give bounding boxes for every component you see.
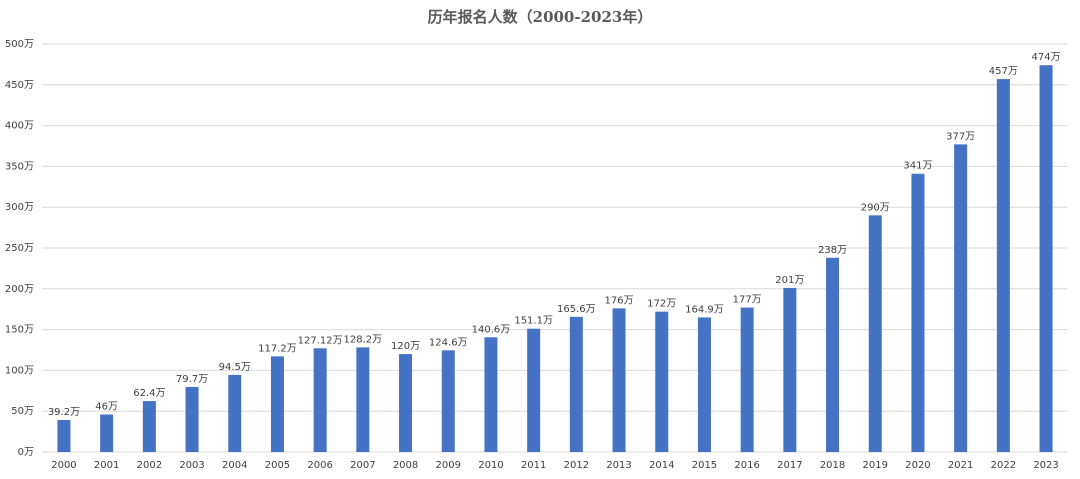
value-label: 62.4万 (133, 388, 165, 399)
bar (313, 348, 327, 452)
bar (356, 347, 370, 452)
y-tick-label: 400万 (5, 121, 34, 132)
value-label: 128.2万 (344, 334, 383, 345)
bar (954, 144, 968, 453)
bar (399, 354, 413, 452)
x-tick-label: 2023 (1033, 460, 1058, 471)
y-tick-label: 250万 (5, 243, 34, 254)
bar (697, 317, 711, 452)
y-tick-label: 200万 (5, 284, 34, 295)
x-tick-label: 2018 (820, 460, 845, 471)
value-label: 127.12万 (298, 335, 343, 346)
value-label: 39.2万 (48, 407, 80, 418)
value-label: 94.5万 (219, 362, 251, 373)
y-tick-label: 150万 (5, 325, 34, 336)
value-label: 457万 (989, 66, 1018, 77)
value-label: 151.1万 (514, 316, 553, 327)
value-label: 290万 (861, 202, 890, 213)
value-label: 117.2万 (258, 343, 297, 354)
bar (996, 79, 1010, 452)
x-tick-label: 2017 (777, 460, 802, 471)
x-tick-label: 2009 (436, 460, 461, 471)
bar (1039, 65, 1053, 452)
bar (783, 287, 797, 452)
bar (100, 414, 114, 452)
bar (441, 350, 455, 452)
x-tick-label: 2008 (393, 460, 418, 471)
bar (270, 356, 284, 452)
y-tick-label: 50万 (11, 406, 34, 417)
x-tick-label: 2022 (991, 460, 1016, 471)
value-label: 79.7万 (176, 374, 208, 385)
y-tick-label: 0万 (18, 447, 34, 458)
y-tick-label: 300万 (5, 202, 34, 213)
x-tick-label: 2010 (478, 460, 503, 471)
bar (185, 386, 199, 452)
value-label: 140.6万 (472, 324, 511, 335)
bar (612, 308, 626, 452)
bar (911, 173, 925, 452)
value-label: 176万 (605, 295, 634, 306)
bar (228, 374, 242, 452)
x-tick-label: 2002 (137, 460, 162, 471)
value-label: 377万 (946, 131, 975, 142)
x-tick-label: 2019 (863, 460, 888, 471)
bar (740, 307, 754, 452)
x-tick-label: 2013 (606, 460, 631, 471)
value-label: 165.6万 (557, 304, 596, 315)
x-tick-label: 2004 (222, 460, 247, 471)
value-label: 474万 (1032, 52, 1061, 63)
value-label: 172万 (647, 299, 676, 310)
x-tick-label: 2003 (179, 460, 204, 471)
x-tick-label: 2012 (564, 460, 589, 471)
x-tick-label: 2021 (948, 460, 973, 471)
value-label: 177万 (733, 295, 762, 306)
x-tick-label: 2007 (350, 460, 375, 471)
y-tick-label: 350万 (5, 161, 34, 172)
y-tick-label: 100万 (5, 365, 34, 376)
value-label: 164.9万 (685, 304, 724, 315)
bar (57, 420, 71, 452)
bar (868, 215, 882, 452)
x-tick-label: 2015 (692, 460, 717, 471)
x-tick-label: 2001 (94, 460, 119, 471)
bar (527, 328, 541, 452)
bar (569, 316, 583, 452)
value-label: 341万 (903, 161, 932, 172)
value-label: 46万 (95, 401, 118, 412)
bar (826, 257, 840, 452)
y-tick-label: 500万 (5, 39, 34, 50)
bar (655, 311, 669, 452)
x-tick-label: 2016 (734, 460, 759, 471)
x-tick-label: 2011 (521, 460, 546, 471)
x-tick-label: 2014 (649, 460, 674, 471)
bar (484, 337, 498, 452)
value-label: 120万 (391, 341, 420, 352)
chart-title: 历年报名人数（2000-2023年） (428, 8, 653, 26)
x-tick-label: 2006 (307, 460, 332, 471)
y-tick-label: 450万 (5, 80, 34, 91)
value-label: 124.6万 (429, 337, 468, 348)
x-tick-label: 2005 (265, 460, 290, 471)
x-tick-label: 2020 (905, 460, 930, 471)
bar (142, 401, 156, 452)
value-label: 238万 (818, 245, 847, 256)
x-tick-label: 2000 (51, 460, 76, 471)
value-label: 201万 (775, 275, 804, 286)
